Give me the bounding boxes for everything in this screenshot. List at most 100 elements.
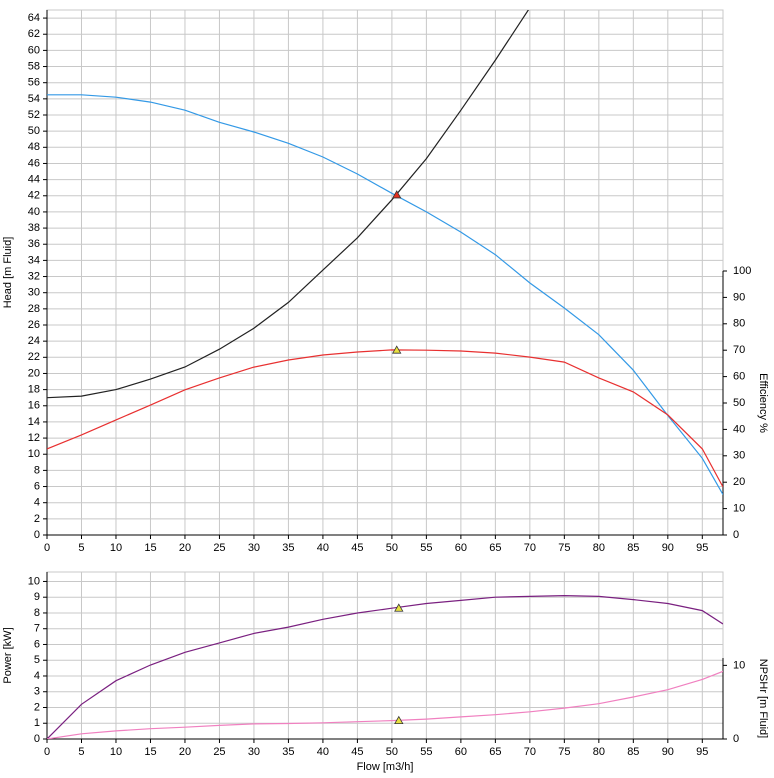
y-tick-label: 2 — [34, 513, 40, 525]
x-tick-label: 5 — [78, 542, 84, 554]
operating-point — [394, 715, 404, 724]
x-tick-label: 0 — [44, 746, 50, 758]
y-tick-label: 32 — [28, 270, 40, 282]
x-tick-label: 25 — [213, 746, 225, 758]
y-tick-label: 62 — [28, 28, 40, 40]
x-tick-label: 95 — [696, 542, 708, 554]
y2-tick-label: 10 — [733, 659, 745, 671]
x-tick-label: 15 — [144, 542, 156, 554]
y-tick-label: 14 — [28, 416, 40, 428]
y-tick-label: 60 — [28, 44, 40, 56]
y-tick-label: 28 — [28, 303, 40, 315]
y-tick-label: 50 — [28, 125, 40, 137]
y2-tick-label: 10 — [733, 503, 745, 515]
x-tick-label: 20 — [179, 542, 191, 554]
x-tick-label: 50 — [386, 746, 398, 758]
x-tick-label: 75 — [558, 746, 570, 758]
x-tick-label: 30 — [248, 746, 260, 758]
y-tick-label: 0 — [34, 733, 40, 745]
x-tick-label: 30 — [248, 542, 260, 554]
x-tick-label: 45 — [351, 746, 363, 758]
x-tick-label: 60 — [455, 542, 467, 554]
x-tick-label: 45 — [351, 542, 363, 554]
y-tick-label: 12 — [28, 432, 40, 444]
curve — [47, 10, 530, 399]
x-tick-label: 40 — [317, 542, 329, 554]
x-tick-label: 35 — [282, 542, 294, 554]
y-tick-label: 6 — [34, 480, 40, 492]
plot-frame — [46, 9, 724, 536]
y-tick-label: 24 — [28, 335, 40, 347]
y2-tick-label: 40 — [733, 423, 745, 435]
y-tick-label: 5 — [34, 654, 40, 666]
y-tick-label: 2 — [34, 701, 40, 713]
x-tick-label: 35 — [282, 746, 294, 758]
x-tick-label: 80 — [593, 542, 605, 554]
x-tick-label: 70 — [524, 542, 536, 554]
y2-tick-label: 90 — [733, 291, 745, 303]
x-tick-label: 85 — [627, 746, 639, 758]
y-tick-label: 42 — [28, 190, 40, 202]
y-tick-label: 56 — [28, 77, 40, 89]
y2-tick-label: 70 — [733, 344, 745, 356]
curve — [47, 670, 723, 739]
x-tick-label: 90 — [662, 542, 674, 554]
y-tick-label: 58 — [28, 60, 40, 72]
x-tick-label: 15 — [144, 746, 156, 758]
y-tick-label: 4 — [34, 670, 40, 682]
operating-point — [392, 345, 402, 354]
x-tick-label: 20 — [179, 746, 191, 758]
y-tick-label: 8 — [34, 607, 40, 619]
y-tick-label: 64 — [28, 12, 40, 24]
y-tick-label: 22 — [28, 351, 40, 363]
y-tick-label: 9 — [34, 591, 40, 603]
y-tick-label: 54 — [28, 93, 40, 105]
curve — [47, 349, 723, 488]
x-tick-label: 95 — [696, 746, 708, 758]
y-tick-label: 6 — [34, 638, 40, 650]
x-tick-label: 10 — [110, 542, 122, 554]
plot-area — [47, 594, 723, 739]
y-tick-label: 46 — [28, 157, 40, 169]
y-tick-label: 3 — [34, 686, 40, 698]
y-tick-label: 4 — [34, 497, 40, 509]
y-tick-label: 26 — [28, 319, 40, 331]
y2-axis-title: NPSHr [m Fluid] — [757, 659, 769, 738]
x-tick-label: 70 — [524, 746, 536, 758]
x-tick-label: 40 — [317, 746, 329, 758]
plot-area — [47, 10, 723, 495]
y-tick-label: 7 — [34, 623, 40, 635]
y2-tick-label: 20 — [733, 476, 745, 488]
y-tick-label: 18 — [28, 384, 40, 396]
y2-tick-label: 50 — [733, 397, 745, 409]
y-tick-label: 16 — [28, 400, 40, 412]
y2-tick-label: 0 — [733, 529, 739, 541]
x-tick-label: 80 — [593, 746, 605, 758]
x-tick-label: 55 — [420, 542, 432, 554]
x-tick-label: 65 — [489, 746, 501, 758]
y-axis-title: Power [kW] — [2, 627, 14, 683]
x-tick-label: 85 — [627, 542, 639, 554]
x-tick-label: 90 — [662, 746, 674, 758]
y-tick-label: 20 — [28, 367, 40, 379]
y-tick-label: 36 — [28, 238, 40, 250]
y-tick-label: 48 — [28, 141, 40, 153]
curve — [47, 94, 723, 495]
y2-tick-label: 30 — [733, 450, 745, 462]
y-tick-label: 34 — [28, 254, 40, 266]
y-tick-label: 8 — [34, 464, 40, 476]
x-tick-label: 5 — [78, 746, 84, 758]
x-tick-label: 10 — [110, 746, 122, 758]
y2-tick-label: 80 — [733, 318, 745, 330]
x-tick-label: 0 — [44, 542, 50, 554]
y-tick-label: 52 — [28, 109, 40, 121]
y-tick-label: 10 — [28, 448, 40, 460]
y-tick-label: 1 — [34, 717, 40, 729]
x-tick-label: 25 — [213, 542, 225, 554]
y-tick-label: 30 — [28, 287, 40, 299]
y-tick-label: 40 — [28, 206, 40, 218]
y-tick-label: 0 — [34, 529, 40, 541]
y-tick-label: 10 — [28, 575, 40, 587]
